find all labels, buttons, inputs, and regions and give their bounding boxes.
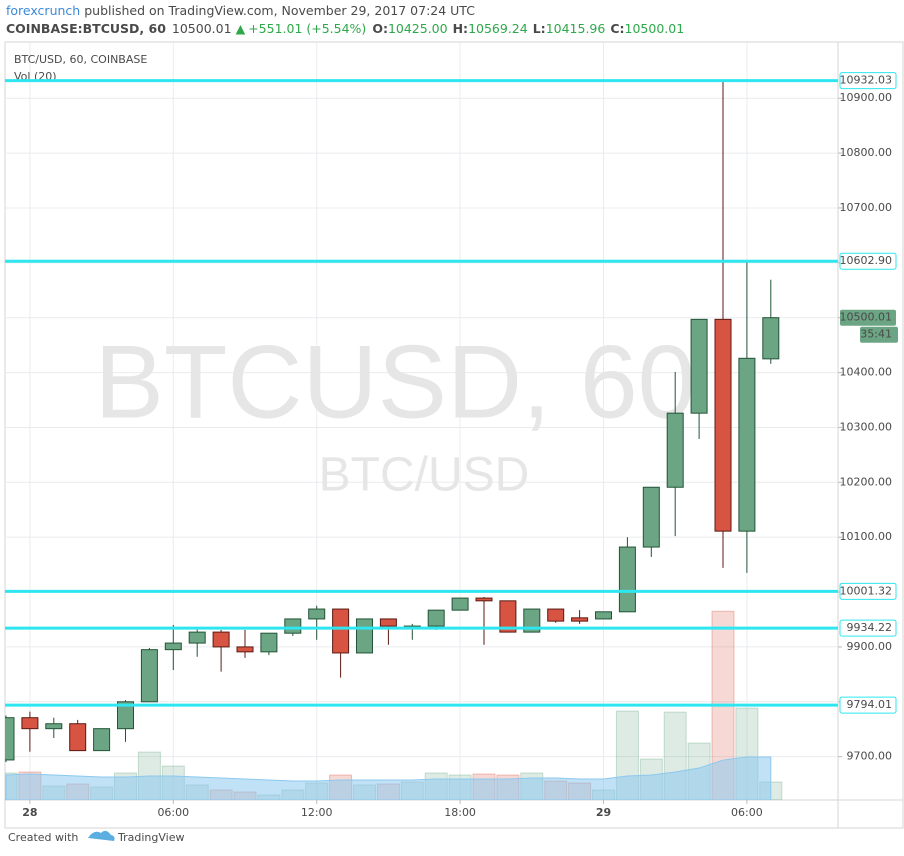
footer-text: Created with [8, 831, 78, 844]
y-tick-label: 9900.00 [847, 640, 893, 653]
hline-label-box [839, 252, 897, 270]
last-price-box [840, 309, 896, 326]
candle-body [69, 723, 87, 752]
candle-body [140, 649, 158, 703]
candle-body [164, 642, 182, 651]
candle-body [236, 646, 254, 653]
published: published on TradingView.com, November 2… [84, 3, 475, 18]
watermark: BTCUSD, 60 [94, 324, 695, 440]
hline-label-box [839, 72, 897, 90]
candle-body [547, 608, 565, 622]
y-tick-label: 10900.00 [840, 91, 893, 104]
x-tick-label: 12:00 [301, 806, 333, 819]
c-label: C: [610, 21, 624, 36]
candle-body [21, 717, 39, 730]
hline-label: 9794.01 [847, 698, 893, 711]
candle-body [762, 317, 780, 360]
y-tick-label: 10800.00 [840, 146, 893, 159]
c-value: 10500.01 [625, 21, 685, 36]
header-line: forexcrunch published on TradingView.com,… [6, 3, 475, 18]
candle-body [523, 608, 541, 633]
hline-label-box [839, 582, 897, 600]
o-value: 10425.00 [388, 21, 448, 36]
candle-body [117, 701, 134, 730]
hline-label: 10932.03 [840, 74, 893, 87]
y-tick-label: 9700.00 [847, 750, 893, 763]
candle-body [332, 608, 350, 654]
hline-label: 10001.32 [840, 584, 893, 597]
candle-body [595, 611, 612, 620]
candle-body [618, 546, 636, 613]
x-tick-label: 06:00 [731, 806, 763, 819]
candle-body [427, 609, 445, 627]
candle-body [188, 631, 206, 644]
h-value: 10569.24 [468, 21, 528, 36]
x-tick-label: 29 [596, 806, 611, 819]
x-tick-label: 06:00 [157, 806, 189, 819]
candle-body [499, 600, 517, 633]
change: +551.01 (+5.54%) [248, 21, 366, 36]
y-tick-label: 10700.00 [840, 201, 893, 214]
countdown: 35:41 [860, 328, 892, 341]
legend: BTC/USD, 60, COINBASE [14, 53, 147, 66]
hline-label-box [839, 619, 897, 637]
candle-body [642, 486, 660, 548]
candle-body [475, 597, 493, 602]
candle-body [738, 357, 756, 532]
y-tick-label: 10100.00 [840, 530, 893, 543]
l-label: L: [533, 21, 546, 36]
y-tick-label: 10300.00 [840, 420, 893, 433]
candle-body [93, 728, 111, 752]
tradingview-logo [88, 830, 115, 841]
price: 10500.01 [172, 21, 232, 36]
candle-body [45, 723, 63, 730]
watermark-sub: BTC/USD [319, 449, 530, 502]
hline-label-box [839, 696, 897, 714]
candle-body [356, 618, 373, 654]
y-tick-label: 10400.00 [840, 366, 893, 379]
candle-body [212, 631, 230, 648]
o-label: O: [372, 21, 388, 36]
symbol: COINBASE:BTCUSD, 60 [6, 21, 166, 36]
frame [4, 41, 904, 829]
candle-body [666, 412, 684, 488]
x-tick-label: 18:00 [444, 806, 476, 819]
candle-body [690, 318, 708, 414]
candle-body [379, 618, 397, 627]
candle-body [284, 618, 302, 634]
last-price-label: 10500.01 [840, 311, 893, 324]
x-tick-label: 28 [22, 806, 37, 819]
candle-body [5, 717, 15, 761]
candle-body [260, 632, 278, 653]
up-arrow: ▲ [236, 21, 246, 36]
candle-body [451, 597, 469, 611]
y-tick-label: 10200.00 [840, 475, 893, 488]
publisher[interactable]: forexcrunch [6, 3, 80, 18]
volume-ma-area [5, 756, 772, 800]
hline-label: 9934.22 [847, 621, 893, 634]
symbol-line: COINBASE:BTCUSD, 60 10500.01 ▲ +551.01 (+5.… [6, 21, 684, 36]
candle-body [308, 608, 326, 620]
h-label: H: [453, 21, 468, 36]
footer-brand[interactable]: TradingView [117, 831, 184, 844]
l-value: 10415.96 [546, 21, 606, 36]
hline-label: 10602.90 [840, 254, 893, 267]
candle-body [571, 617, 589, 622]
countdown-box [860, 326, 898, 343]
candle-body [714, 318, 732, 532]
